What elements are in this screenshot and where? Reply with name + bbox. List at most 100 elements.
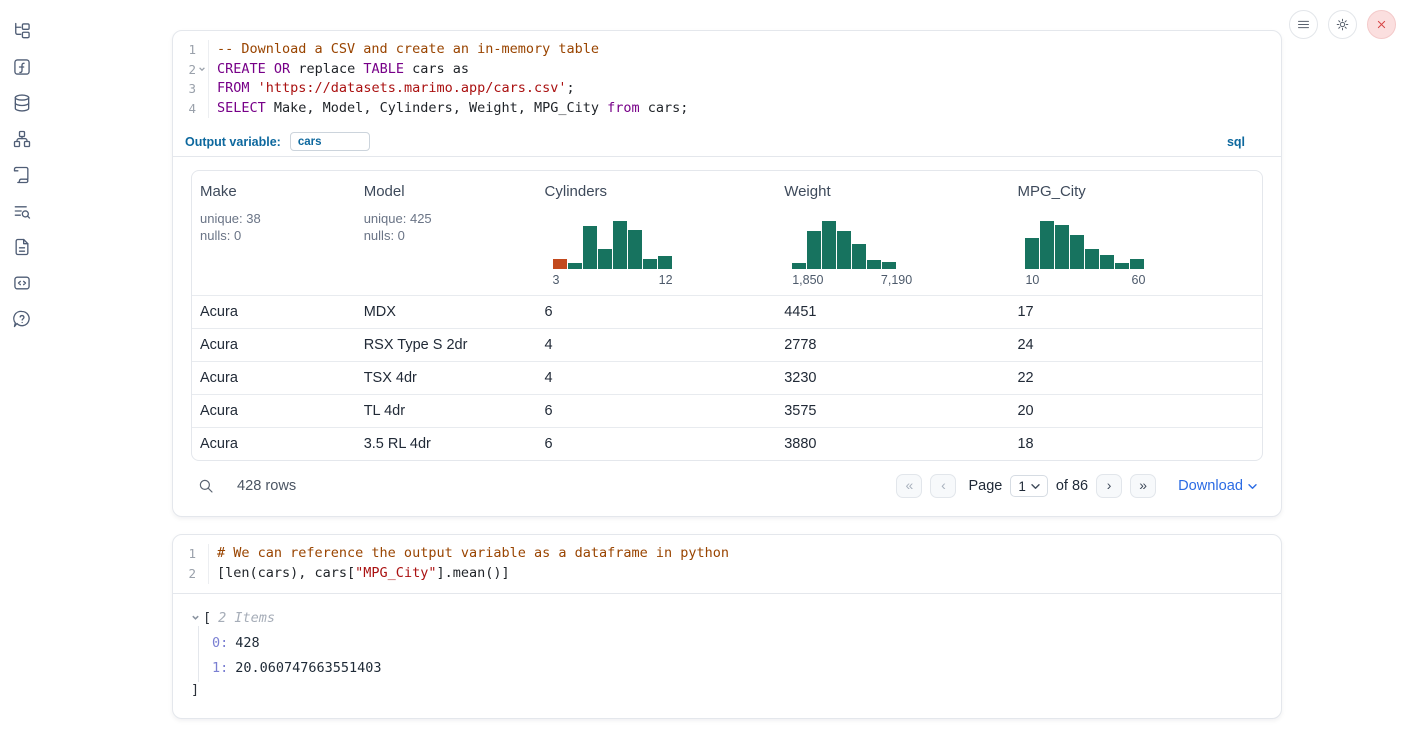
histogram-bar	[552, 259, 567, 270]
page-select-value: 1	[1018, 478, 1026, 494]
column-header[interactable]: MPG_City 10 60	[1009, 183, 1262, 295]
output-tree-entry: 0: 428	[212, 635, 1263, 651]
output-tree-entry: 1: 20.060747663551403	[212, 660, 1263, 676]
histogram-bar	[612, 221, 627, 270]
histogram-bar	[627, 230, 642, 270]
line-number: 3	[188, 81, 196, 97]
function-icon[interactable]	[12, 57, 32, 77]
histogram-bar	[1085, 249, 1100, 270]
table-footer: 428 rows « ‹ Page 1 of 86 › » Download	[191, 461, 1263, 506]
python-code-editor[interactable]: 1 # We can reference the output variable …	[173, 535, 1281, 592]
help-icon[interactable]	[12, 309, 32, 329]
line-number: 1	[188, 42, 196, 57]
notebook-main: 1 -- Download a CSV and create an in-memo…	[172, 0, 1282, 719]
table-cell: 4	[544, 337, 553, 354]
next-page-button[interactable]: ›	[1096, 474, 1123, 499]
column-label[interactable]: Weight	[784, 183, 831, 201]
histogram-bar	[1130, 259, 1145, 270]
output-variable-label: Output variable:	[185, 134, 281, 149]
gear-icon[interactable]	[1328, 10, 1357, 39]
scroll-logs-icon[interactable]	[12, 165, 32, 185]
table-cell: 4451	[784, 304, 817, 321]
table-cell: 22	[1017, 370, 1034, 387]
column-header[interactable]: Cylinders 3 12	[537, 183, 777, 295]
column-header[interactable]: Model unique: 425 nulls: 0	[356, 183, 537, 295]
close-icon[interactable]	[1367, 10, 1396, 39]
line-number: 1	[188, 546, 196, 562]
file-text-icon[interactable]	[12, 237, 32, 257]
column-header[interactable]: Weight 1,850 7,190	[776, 183, 1009, 295]
first-page-button[interactable]: «	[896, 474, 923, 499]
chevron-down-icon	[1248, 483, 1257, 489]
fold-chevron-icon[interactable]	[196, 60, 208, 80]
search-icon[interactable]	[197, 477, 215, 495]
database-icon[interactable]	[12, 93, 32, 113]
entry-key: 1:	[212, 659, 229, 676]
table-cell: 3.5 RL 4dr	[363, 436, 431, 453]
column-label[interactable]: Cylinders	[544, 183, 608, 201]
table-cell: 6	[544, 436, 553, 453]
chevron-down-icon	[1031, 483, 1040, 489]
sidebar	[0, 0, 44, 729]
histogram-bar	[657, 256, 672, 270]
table-cell: TL 4dr	[363, 403, 406, 420]
histogram-bar	[1040, 221, 1055, 270]
last-page-button[interactable]: »	[1130, 474, 1157, 499]
python-cell: 1 # We can reference the output variable …	[172, 534, 1282, 719]
table-cell: 20	[1017, 403, 1034, 420]
menu-icon[interactable]	[1289, 10, 1318, 39]
code-line[interactable]: 4 SELECT Make, Model, Cylinders, Weight, …	[173, 98, 1281, 119]
dependency-graph-icon[interactable]	[12, 129, 32, 149]
table-row[interactable]: Acura RSX Type S 2dr 4 2778 24	[192, 328, 1262, 361]
close-bracket: ]	[191, 681, 200, 698]
column-label[interactable]: MPG_City	[1017, 183, 1086, 201]
entry-value: 428	[235, 634, 260, 651]
histogram-bar	[1025, 238, 1040, 270]
items-count-label: 2 Items	[218, 609, 276, 626]
open-bracket: [	[203, 609, 212, 626]
line-number: 4	[188, 100, 196, 116]
list-search-icon[interactable]	[12, 201, 32, 221]
table-cell: 3230	[784, 370, 817, 387]
code-line[interactable]: 1 # We can reference the output variable …	[173, 544, 1281, 564]
code-snippet-icon[interactable]	[12, 273, 32, 293]
histogram-bar	[867, 260, 882, 270]
column-label[interactable]: Make	[200, 183, 237, 201]
table-cell: 3880	[784, 436, 817, 453]
line-number: 2	[188, 61, 196, 77]
column-stats: unique: 38 nulls: 0	[200, 211, 261, 243]
line-number: 2	[188, 565, 196, 581]
histogram-bar	[1100, 255, 1115, 270]
sql-code-editor[interactable]: 1 -- Download a CSV and create an in-memo…	[173, 31, 1281, 127]
table-row[interactable]: Acura MDX 6 4451 17	[192, 295, 1262, 328]
column-label[interactable]: Model	[363, 183, 405, 201]
output-tree-head: [ 2 Items	[191, 610, 1263, 626]
code-line[interactable]: 1 -- Download a CSV and create an in-memo…	[173, 40, 1281, 60]
table-cell: 4	[544, 370, 553, 387]
previous-page-button[interactable]: ‹	[930, 474, 957, 499]
file-tree-icon[interactable]	[12, 21, 32, 41]
page-select[interactable]: 1	[1010, 475, 1048, 498]
data-table: Make unique: 38 nulls: 0 Model unique: 425 nu…	[191, 170, 1263, 462]
code-line[interactable]: 2 [len(cars), cars["MPG_City"].mean()]	[173, 563, 1281, 584]
histogram-min-label: 1,850	[792, 273, 824, 288]
collapse-chevron-icon[interactable]	[191, 613, 200, 622]
output-variable-input[interactable]	[289, 132, 370, 152]
table-row[interactable]: Acura TSX 4dr 4 3230 22	[192, 361, 1262, 394]
output-tree-entries: 0: 428 1: 20.060747663551403	[198, 625, 1263, 682]
column-header[interactable]: Make unique: 38 nulls: 0	[192, 183, 356, 295]
histogram-bar	[582, 226, 597, 270]
table-cell: Acura	[200, 370, 238, 387]
histogram-bar	[837, 231, 852, 270]
topbar-actions	[1289, 10, 1396, 39]
table-cell: 18	[1017, 436, 1034, 453]
code-line[interactable]: 2 CREATE OR replace TABLE cars as	[173, 59, 1281, 80]
histogram-bar	[1070, 235, 1085, 270]
histogram-max-label: 60	[1131, 273, 1146, 288]
table-row[interactable]: Acura TL 4dr 6 3575 20	[192, 394, 1262, 427]
table-row[interactable]: Acura 3.5 RL 4dr 6 3880 18	[192, 427, 1262, 460]
output-variable-row: Output variable: sql	[173, 127, 1281, 158]
code-line[interactable]: 3 FROM 'https://datasets.marimo.app/cars.…	[173, 79, 1281, 99]
download-label: Download	[1178, 478, 1243, 495]
download-button[interactable]: Download	[1178, 478, 1257, 494]
